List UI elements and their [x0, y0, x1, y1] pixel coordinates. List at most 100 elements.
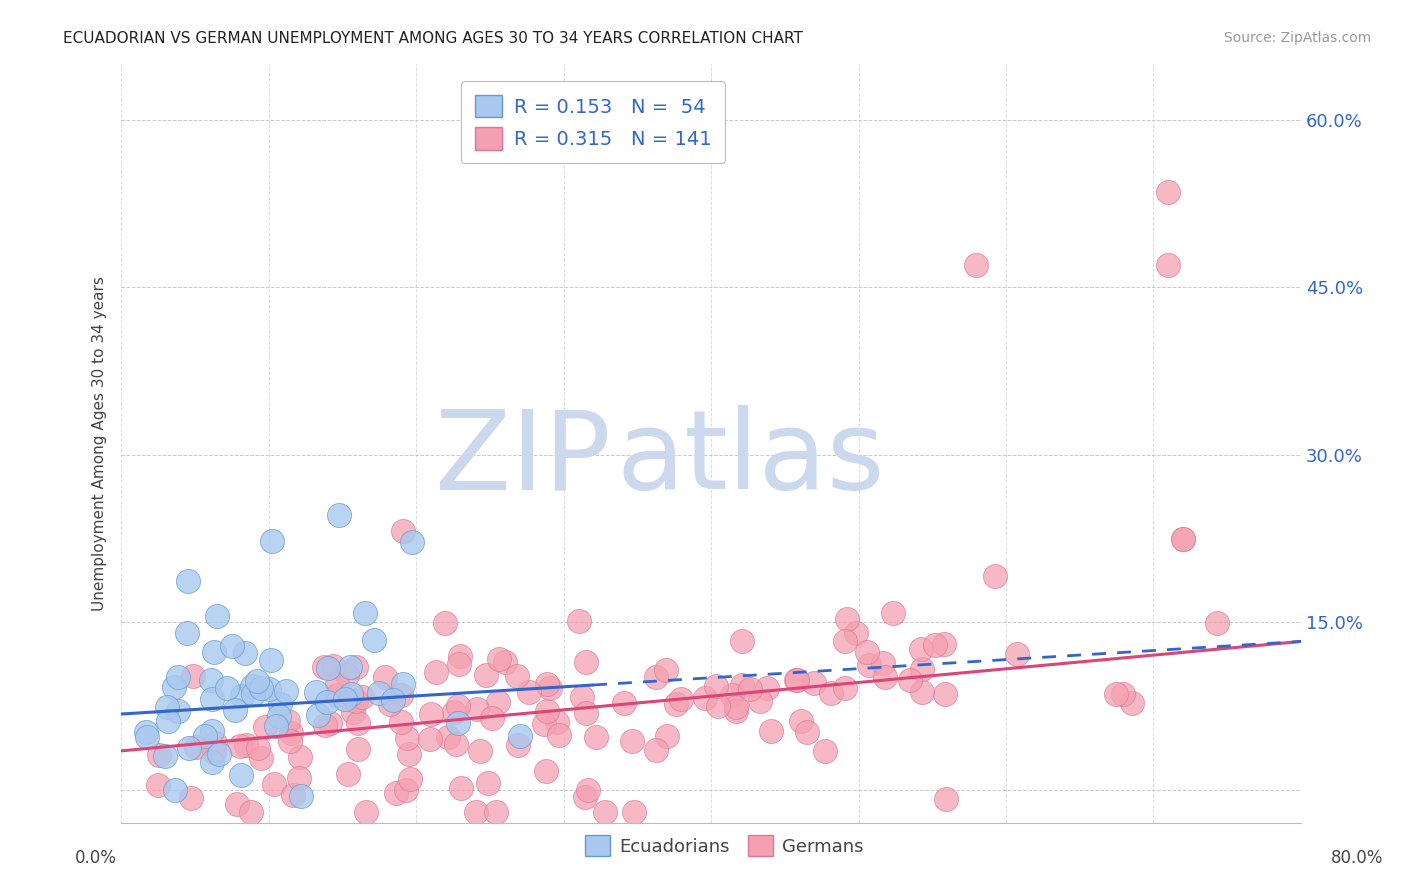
Point [269, 697, 291, 711]
Point [575, 706, 598, 720]
Point [224, 703, 246, 717]
Point [245, 673, 267, 688]
Point [339, 659, 361, 673]
Point [574, 790, 596, 805]
Point [231, 768, 253, 782]
Point [163, 782, 186, 797]
Point [308, 708, 330, 723]
Text: atlas: atlas [617, 406, 886, 513]
Point [444, 737, 467, 751]
Point [707, 699, 730, 714]
Point [346, 742, 368, 756]
Point [738, 681, 761, 696]
Point [820, 686, 842, 700]
Point [882, 606, 904, 620]
Point [242, 686, 264, 700]
Point [389, 688, 412, 702]
Y-axis label: Unemployment Among Ages 30 to 34 years: Unemployment Among Ages 30 to 34 years [93, 277, 107, 611]
Point [177, 740, 200, 755]
Point [721, 688, 744, 702]
Point [548, 728, 571, 742]
Point [486, 696, 509, 710]
Point [984, 569, 1007, 583]
Point [231, 689, 253, 703]
Point [834, 681, 856, 695]
Point [536, 677, 558, 691]
Point [898, 673, 921, 688]
Legend: R = 0.153   N =  54, R = 0.315   N = 141: R = 0.153 N = 54, R = 0.315 N = 141 [461, 81, 725, 163]
Point [176, 626, 198, 640]
Point [756, 681, 779, 695]
Point [205, 608, 228, 623]
Point [233, 646, 256, 660]
Point [585, 730, 607, 744]
Point [381, 693, 404, 707]
Point [571, 690, 593, 705]
Point [1157, 186, 1180, 200]
Point [254, 720, 277, 734]
Point [1171, 532, 1194, 546]
Point [623, 805, 645, 820]
Point [433, 616, 456, 631]
Point [873, 670, 896, 684]
Point [845, 625, 868, 640]
Point [534, 764, 557, 778]
Point [935, 791, 957, 805]
Point [966, 258, 988, 272]
Point [613, 696, 636, 710]
Point [655, 663, 678, 677]
Point [277, 714, 299, 728]
Point [488, 652, 510, 666]
Point [1121, 696, 1143, 710]
Text: 0.0%: 0.0% [75, 849, 117, 867]
Point [346, 715, 368, 730]
Point [157, 714, 180, 728]
Point [181, 669, 204, 683]
Point [506, 668, 529, 682]
Point [204, 736, 226, 750]
Point [395, 731, 418, 745]
Point [924, 638, 946, 652]
Point [425, 665, 447, 679]
Point [194, 729, 217, 743]
Point [536, 704, 558, 718]
Point [447, 657, 470, 671]
Point [481, 711, 503, 725]
Point [644, 742, 666, 756]
Point [344, 694, 367, 708]
Point [322, 659, 344, 673]
Point [363, 632, 385, 647]
Point [475, 668, 498, 682]
Point [135, 725, 157, 739]
Point [328, 508, 350, 522]
Point [342, 705, 364, 719]
Point [378, 697, 401, 711]
Point [398, 747, 420, 761]
Point [761, 723, 783, 738]
Point [419, 731, 441, 746]
Point [312, 660, 335, 674]
Point [314, 718, 336, 732]
Point [163, 680, 186, 694]
Point [368, 686, 391, 700]
Point [340, 688, 363, 702]
Point [508, 739, 530, 753]
Point [470, 744, 492, 758]
Point [595, 805, 617, 820]
Point [240, 679, 263, 693]
Point [789, 714, 811, 728]
Point [250, 751, 273, 765]
Point [834, 634, 856, 648]
Point [315, 695, 337, 709]
Point [443, 705, 465, 719]
Point [749, 694, 772, 708]
Point [576, 782, 599, 797]
Point [1104, 687, 1126, 701]
Point [200, 755, 222, 769]
Point [1171, 532, 1194, 546]
Point [450, 780, 472, 795]
Point [856, 645, 879, 659]
Point [575, 655, 598, 669]
Point [1206, 616, 1229, 631]
Point [148, 747, 170, 762]
